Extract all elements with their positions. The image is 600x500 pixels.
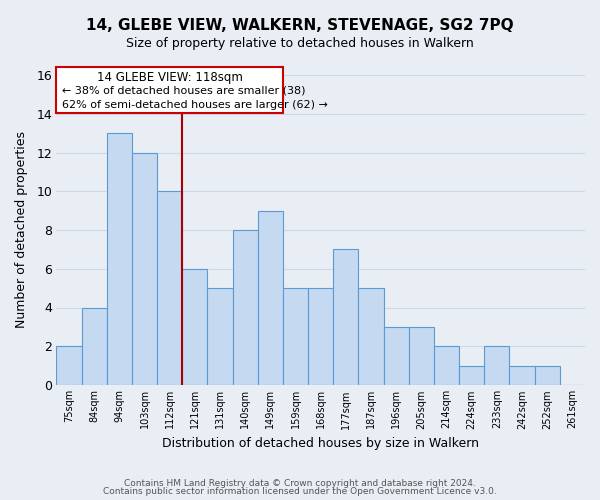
Bar: [56, 346, 82, 385]
Bar: [107, 133, 132, 385]
Text: 14 GLEBE VIEW: 118sqm: 14 GLEBE VIEW: 118sqm: [97, 71, 242, 84]
Bar: [434, 346, 459, 385]
Bar: [157, 191, 182, 385]
Bar: [509, 366, 535, 385]
Bar: [484, 346, 509, 385]
Bar: [383, 327, 409, 385]
Text: 14, GLEBE VIEW, WALKERN, STEVENAGE, SG2 7PQ: 14, GLEBE VIEW, WALKERN, STEVENAGE, SG2 …: [86, 18, 514, 32]
Bar: [358, 288, 383, 385]
Bar: [333, 250, 358, 385]
Bar: [535, 366, 560, 385]
Bar: [208, 288, 233, 385]
Y-axis label: Number of detached properties: Number of detached properties: [15, 132, 28, 328]
Bar: [283, 288, 308, 385]
X-axis label: Distribution of detached houses by size in Walkern: Distribution of detached houses by size …: [162, 437, 479, 450]
Bar: [409, 327, 434, 385]
Bar: [308, 288, 333, 385]
Text: ← 38% of detached houses are smaller (38): ← 38% of detached houses are smaller (38…: [62, 86, 305, 96]
Bar: [182, 269, 208, 385]
Text: Size of property relative to detached houses in Walkern: Size of property relative to detached ho…: [126, 38, 474, 51]
Text: Contains public sector information licensed under the Open Government Licence v3: Contains public sector information licen…: [103, 488, 497, 496]
Text: 62% of semi-detached houses are larger (62) →: 62% of semi-detached houses are larger (…: [62, 100, 328, 110]
FancyBboxPatch shape: [56, 67, 283, 113]
Bar: [82, 308, 107, 385]
Bar: [233, 230, 258, 385]
Bar: [132, 152, 157, 385]
Bar: [459, 366, 484, 385]
Bar: [258, 210, 283, 385]
Text: Contains HM Land Registry data © Crown copyright and database right 2024.: Contains HM Land Registry data © Crown c…: [124, 478, 476, 488]
